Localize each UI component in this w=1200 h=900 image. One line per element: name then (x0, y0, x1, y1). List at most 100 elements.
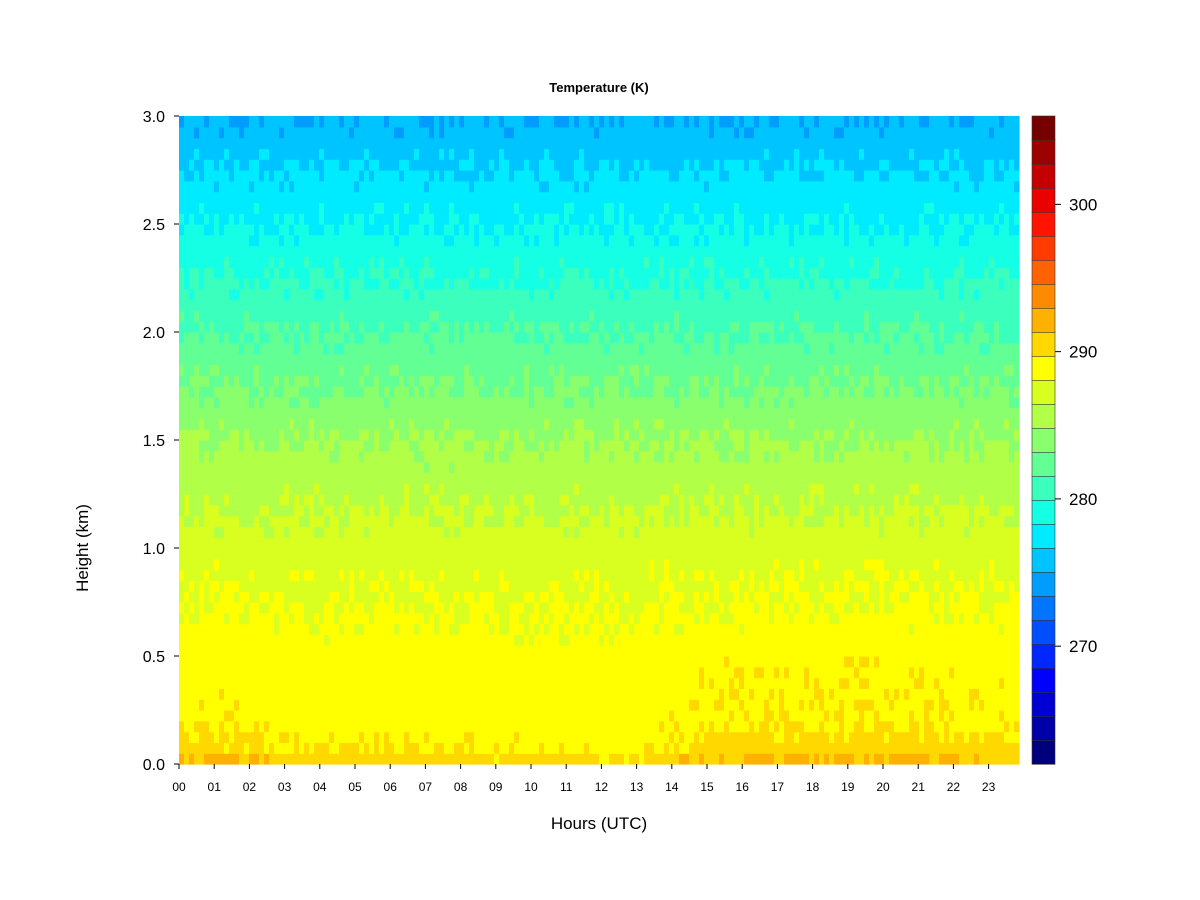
heatmap-cell (584, 375, 590, 387)
heatmap-cell (409, 461, 415, 473)
heatmap-cell (344, 591, 350, 603)
heatmap-cell (369, 137, 375, 149)
heatmap-cell (364, 267, 370, 279)
heatmap-cell (469, 386, 475, 398)
heatmap-cell (269, 623, 275, 635)
heatmap-cell (574, 731, 580, 743)
heatmap-cell (589, 710, 595, 722)
heatmap-cell (379, 234, 385, 247)
heatmap-cell (364, 429, 370, 441)
heatmap-cell (284, 116, 290, 128)
heatmap-cell (504, 753, 510, 765)
heatmap-cell (259, 278, 265, 290)
heatmap-cell (439, 256, 445, 268)
heatmap-cell (179, 612, 185, 625)
heatmap-cell (464, 569, 470, 581)
heatmap-cell (529, 526, 535, 538)
heatmap-cell (579, 742, 585, 754)
heatmap-cell (254, 332, 260, 344)
heatmap-cell (534, 310, 540, 322)
heatmap-cell (284, 234, 290, 247)
heatmap-cell (219, 299, 225, 311)
heatmap-cell (239, 245, 245, 257)
heatmap-cell (289, 548, 295, 560)
heatmap-cell (224, 364, 230, 376)
heatmap-cell (349, 526, 355, 538)
heatmap-cell (434, 180, 440, 193)
heatmap-cell (484, 299, 490, 311)
heatmap-cell (524, 450, 530, 463)
heatmap-cell (564, 472, 570, 484)
heatmap-cell (249, 256, 255, 268)
heatmap-cell (529, 494, 535, 506)
heatmap-cell (194, 494, 200, 506)
heatmap-cell (199, 396, 205, 409)
heatmap-cell (549, 634, 555, 646)
heatmap-cell (339, 461, 345, 473)
heatmap-cell (444, 288, 450, 301)
heatmap-cell (534, 720, 540, 733)
heatmap-cell (349, 537, 355, 549)
heatmap-cell (389, 558, 395, 571)
heatmap-cell (539, 256, 545, 268)
heatmap-cell (244, 234, 250, 247)
heatmap-cell (379, 386, 385, 398)
heatmap-cell (379, 342, 385, 355)
heatmap-cell (449, 666, 455, 679)
heatmap-cell (514, 310, 520, 322)
heatmap-cell (514, 731, 520, 743)
heatmap-cell (199, 429, 205, 441)
heatmap-cell (299, 396, 305, 409)
heatmap-cell (564, 634, 570, 646)
heatmap-cell (524, 472, 530, 484)
heatmap-cell (414, 699, 420, 711)
heatmap-cell (494, 137, 500, 149)
heatmap-cell (444, 753, 450, 765)
heatmap-cell (444, 569, 450, 581)
heatmap-cell (219, 634, 225, 646)
heatmap-cell (569, 407, 575, 419)
heatmap-cell (204, 699, 210, 711)
heatmap-cell (364, 558, 370, 571)
heatmap-cell (304, 310, 310, 322)
heatmap-cell (489, 483, 495, 495)
heatmap-cell (209, 170, 215, 182)
heatmap-cell (199, 375, 205, 387)
heatmap-cell (579, 515, 585, 527)
heatmap-cell (484, 321, 490, 333)
heatmap-cell (589, 526, 595, 538)
heatmap-cell (344, 504, 350, 517)
heatmap-cell (334, 526, 340, 538)
heatmap-cell (569, 688, 575, 700)
heatmap-cell (349, 148, 355, 160)
heatmap-cell (269, 332, 275, 344)
heatmap-cell (349, 720, 355, 733)
heatmap-cell (459, 245, 465, 257)
heatmap-cell (319, 332, 325, 344)
heatmap-cell (359, 170, 365, 182)
heatmap-cell (579, 645, 585, 657)
heatmap-cell (544, 472, 550, 484)
heatmap-cell (494, 321, 500, 333)
heatmap-cell (559, 353, 565, 365)
heatmap-cell (419, 224, 425, 236)
heatmap-cell (379, 461, 385, 473)
heatmap-cell (574, 699, 580, 711)
heatmap-cell (224, 623, 230, 635)
heatmap-cell (384, 364, 390, 376)
heatmap-cell (474, 126, 480, 139)
heatmap-cell (489, 602, 495, 614)
heatmap-cell (184, 126, 190, 139)
heatmap-cell (264, 742, 270, 754)
heatmap-cell (449, 407, 455, 419)
heatmap-cell (459, 720, 465, 733)
heatmap-cell (419, 677, 425, 689)
heatmap-cell (329, 407, 335, 419)
heatmap-cell (589, 364, 595, 376)
heatmap-cell (589, 472, 595, 484)
heatmap-cell (474, 375, 480, 387)
heatmap-cell (359, 299, 365, 311)
heatmap-cell (439, 386, 445, 398)
heatmap-cell (339, 699, 345, 711)
heatmap-cell (419, 137, 425, 149)
